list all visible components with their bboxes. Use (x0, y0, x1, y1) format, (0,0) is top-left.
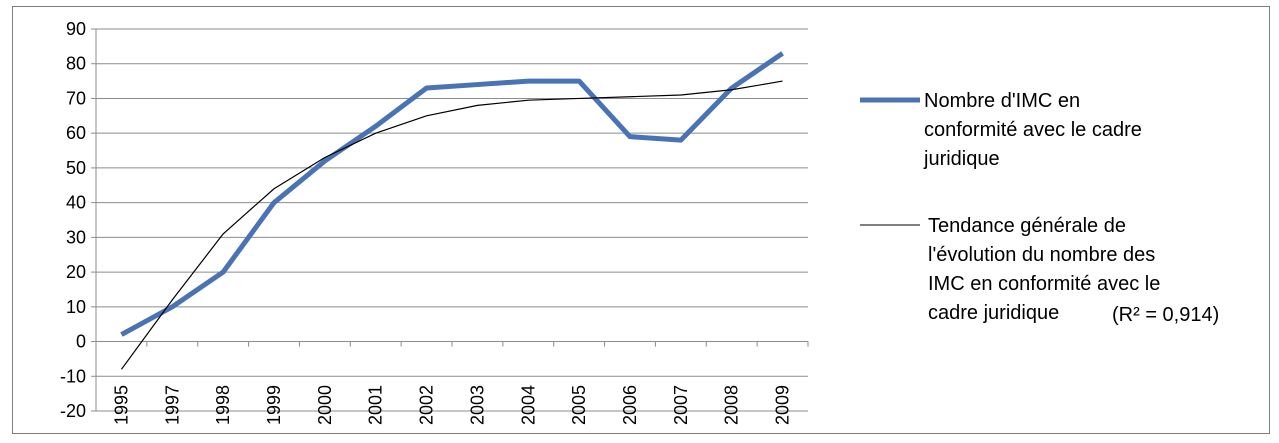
x-tick-label: 2008 (722, 385, 742, 425)
x-tick-label: 2005 (569, 385, 589, 425)
legend-label-series-1-line-3: juridique (923, 148, 1000, 170)
series-line-imc-count (120, 51, 784, 337)
legend-label-series-1-line-1: Nombre d'IMC en (924, 90, 1080, 112)
x-tick-label: 2002 (417, 385, 437, 425)
x-tick-label: 1997 (162, 385, 182, 425)
x-tick-label: 1999 (264, 385, 284, 425)
legend-r2-annotation: (R² = 0,914) (1112, 304, 1219, 326)
y-tick-label: 80 (66, 54, 86, 74)
legend-label-series-2-line-3: IMC en conformité avec le (928, 273, 1160, 295)
x-tick-label: 1998 (213, 385, 233, 425)
x-tick-label: 1995 (111, 385, 131, 425)
axis-layer: -20 -10 0 10 20 30 40 50 60 70 80 90 1995 1997 1998 199… (60, 19, 809, 425)
y-tick-label: 20 (66, 262, 86, 282)
y-tick-label: 70 (66, 88, 86, 108)
legend-label-series-2-line-2: l'évolution du nombre des (928, 244, 1155, 266)
x-tick-label: 2004 (518, 385, 538, 425)
chart-frame (12, 6, 1270, 434)
legend: Nombre d'IMC en conformité avec le cadre… (860, 90, 1219, 326)
legend-label-series-2-line-1: Tendance générale de (928, 215, 1126, 237)
y-tick-label: 60 (66, 123, 86, 143)
x-tick-label: 2000 (315, 385, 335, 425)
y-tick-label: 10 (66, 297, 86, 317)
grid-layer (96, 28, 808, 412)
y-tick-label: 30 (66, 227, 86, 247)
series-line-trend (120, 80, 783, 370)
legend-label-series-2-line-4: cadre juridique (928, 302, 1059, 324)
y-tick-label: 0 (76, 332, 86, 352)
x-tick-label: 2006 (620, 385, 640, 425)
x-tick-label: 2009 (773, 385, 793, 425)
y-tick-label: -10 (60, 366, 86, 386)
series-layer (120, 51, 784, 370)
y-tick-label: 40 (66, 193, 86, 213)
x-tick-label: 2001 (366, 385, 386, 425)
x-tick-label: 2007 (671, 385, 691, 425)
y-tick-label: 90 (66, 19, 86, 39)
legend-label-series-1-line-2: conformité avec le cadre (924, 119, 1142, 141)
y-tick-label: -20 (60, 401, 86, 421)
y-tick-label: 50 (66, 158, 86, 178)
x-tick-label: 2003 (467, 385, 487, 425)
